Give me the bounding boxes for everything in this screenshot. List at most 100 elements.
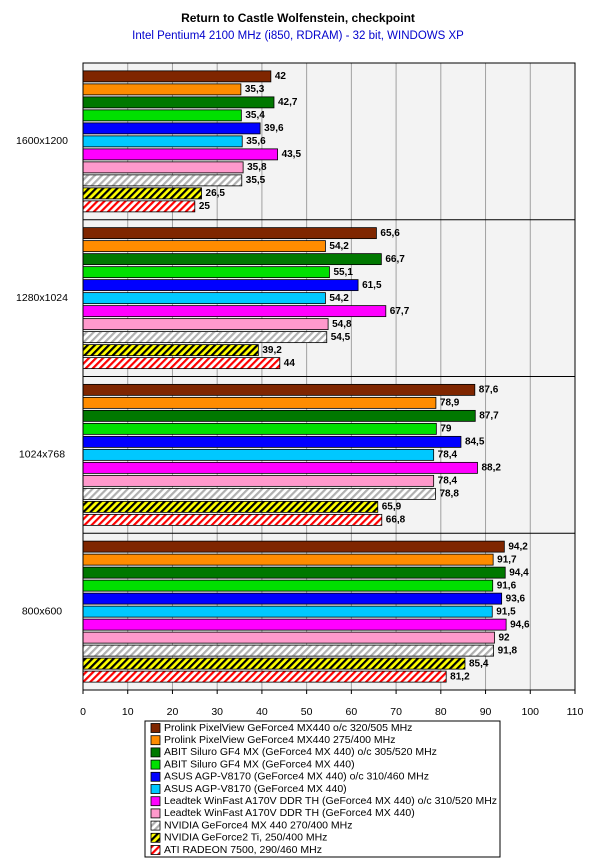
bar xyxy=(82,657,466,670)
bar xyxy=(82,279,359,292)
value-label: 67,7 xyxy=(390,306,410,317)
bar xyxy=(82,553,494,566)
legend-label: ABIT Siluro GF4 MX (GeForce4 MX 440) xyxy=(164,758,355,770)
bar xyxy=(82,83,242,96)
value-label: 87,6 xyxy=(479,385,499,396)
legend-swatch xyxy=(150,784,161,794)
bar xyxy=(82,670,447,683)
bar xyxy=(82,435,462,448)
value-label: 78,4 xyxy=(438,450,458,461)
bar xyxy=(82,318,329,331)
x-tick-label: 60 xyxy=(346,706,358,718)
legend-swatch xyxy=(150,747,161,758)
legend-label: ATI RADEON 7500, 290/460 MHz xyxy=(164,844,322,856)
x-tick-label: 0 xyxy=(80,706,86,718)
legend-label: ASUS AGP-V8170 (GeForce4 MX 440) o/c 310… xyxy=(164,771,429,783)
bar xyxy=(82,174,243,187)
value-label: 44 xyxy=(284,358,296,369)
value-label: 94,4 xyxy=(509,567,529,578)
legend-swatch xyxy=(150,845,161,855)
value-label: 42,7 xyxy=(278,97,298,108)
value-label: 84,5 xyxy=(465,437,485,448)
value-label: 92 xyxy=(498,632,510,643)
bar xyxy=(82,292,326,305)
bar xyxy=(82,513,383,526)
bar xyxy=(82,566,506,579)
value-label: 91,5 xyxy=(496,606,516,617)
bar xyxy=(82,448,435,461)
value-label: 81,2 xyxy=(450,671,470,682)
value-label: 26,5 xyxy=(206,188,226,199)
bar xyxy=(82,474,435,487)
x-tick-label: 10 xyxy=(122,706,134,718)
bar xyxy=(82,396,437,409)
bar xyxy=(82,122,261,135)
legend-swatch xyxy=(150,723,161,733)
y-tick-label: 800x600 xyxy=(22,605,62,617)
legend-swatch xyxy=(150,735,161,746)
bar xyxy=(82,70,272,83)
bar xyxy=(82,605,493,618)
value-label: 88,2 xyxy=(481,463,501,474)
x-tick-label: 40 xyxy=(256,706,268,718)
bar xyxy=(82,592,503,605)
value-label: 78,9 xyxy=(440,398,460,409)
bar xyxy=(82,357,281,370)
value-label: 85,4 xyxy=(469,658,489,669)
x-tick-label: 110 xyxy=(567,706,584,718)
legend-label: Leadtek WinFast A170V DDR TH (GeForce4 M… xyxy=(164,795,497,807)
value-label: 55,1 xyxy=(333,267,353,278)
y-tick-label: 1600x1200 xyxy=(16,135,68,147)
bar xyxy=(82,148,278,161)
bar xyxy=(82,187,202,200)
bar xyxy=(82,109,242,122)
y-tick-label: 1024x768 xyxy=(19,449,65,461)
bar xyxy=(82,266,330,279)
bar xyxy=(82,344,259,357)
bar xyxy=(82,253,382,266)
value-label: 91,8 xyxy=(498,645,518,656)
bar xyxy=(82,540,505,553)
bar xyxy=(82,240,326,253)
value-label: 35,6 xyxy=(246,136,266,147)
bar xyxy=(82,579,494,592)
value-label: 66,8 xyxy=(386,515,406,526)
bar xyxy=(82,500,379,513)
bar xyxy=(82,331,328,344)
bar xyxy=(82,96,275,109)
bar xyxy=(82,487,436,500)
legend-swatch xyxy=(150,808,161,819)
chart-subtitle: Intel Pentium4 2100 MHz (i850, RDRAM) - … xyxy=(132,30,464,42)
legend-swatch xyxy=(150,796,161,807)
value-label: 54,8 xyxy=(332,319,352,330)
legend xyxy=(144,720,501,858)
value-label: 79 xyxy=(440,424,452,435)
value-label: 39,2 xyxy=(262,345,282,356)
value-label: 25 xyxy=(199,201,211,212)
value-label: 94,6 xyxy=(510,619,530,630)
value-label: 65,6 xyxy=(380,228,400,239)
y-tick-label: 1280x1024 xyxy=(16,292,68,304)
legend-label: Prolink PixelView GeForce4 MX440 275/400… xyxy=(164,734,396,746)
bar xyxy=(82,618,507,631)
value-label: 54,5 xyxy=(331,332,351,343)
x-tick-label: 20 xyxy=(167,706,179,718)
value-label: 91,7 xyxy=(497,554,517,565)
legend-label: ABIT Siluro GF4 MX (GeForce4 MX 440) o/c… xyxy=(164,746,437,758)
value-label: 39,6 xyxy=(264,123,284,134)
legend-swatch xyxy=(150,832,161,843)
legend-swatch xyxy=(150,771,161,782)
legend-label: NVIDIA GeForce2 Ti, 250/400 MHz xyxy=(164,832,327,844)
chart-title: Return to Castle Wolfenstein, checkpoint xyxy=(181,11,415,25)
x-tick-label: 100 xyxy=(522,706,540,718)
x-tick-label: 90 xyxy=(480,706,492,718)
value-label: 94,2 xyxy=(508,541,528,552)
legend-label: NVIDIA GeForce4 MX 440 270/400 MHz xyxy=(164,819,353,831)
legend-label: Leadtek WinFast A170V DDR TH (GeForce4 M… xyxy=(164,807,415,819)
value-label: 35,5 xyxy=(246,175,266,186)
value-label: 65,9 xyxy=(382,502,402,513)
value-label: 66,7 xyxy=(385,254,405,265)
legend-label: Prolink PixelView GeForce4 MX440 o/c 320… xyxy=(164,722,412,734)
value-label: 61,5 xyxy=(362,280,382,291)
